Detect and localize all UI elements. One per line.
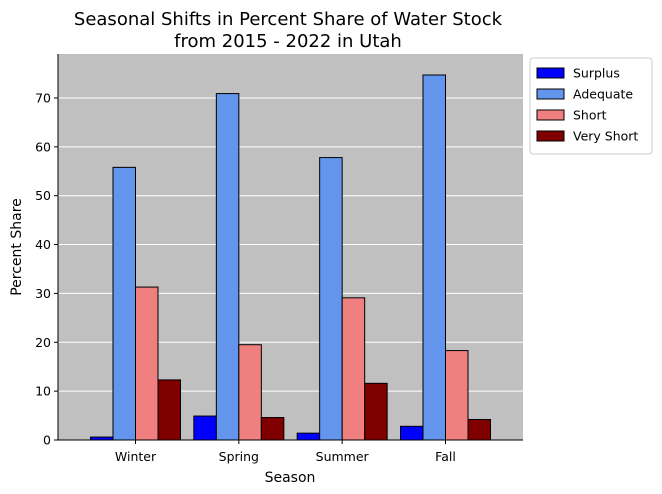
y-tick-label: 60 (35, 139, 51, 154)
y-tick-label: 70 (35, 90, 51, 105)
y-tick-label: 10 (35, 384, 51, 399)
legend-label: Adequate (573, 87, 633, 102)
legend-swatch (536, 67, 565, 79)
bar-adequate-winter (112, 166, 136, 441)
y-tick-label: 20 (35, 335, 51, 350)
y-tick-label: 50 (35, 188, 51, 203)
y-axis-ticks: 0 10 20 30 40 50 60 70 (35, 90, 58, 448)
bar-adequate-fall (422, 74, 446, 441)
legend-label: Surplus (573, 66, 620, 81)
legend-label: Very Short (573, 129, 638, 144)
x-axis-ticks: Winter Spring Summer Fall (115, 440, 456, 464)
bar-adequate-spring (215, 93, 240, 441)
chart-title-line-1: Seasonal Shifts in Percent Share of Wate… (74, 9, 503, 30)
bar-very-short-spring (260, 417, 285, 441)
bars (90, 74, 491, 441)
y-tick-label: 30 (35, 286, 51, 301)
legend: Surplus Adequate Short Very Short (529, 57, 653, 155)
legend-swatch (536, 109, 565, 121)
x-axis-label: Season (265, 470, 316, 486)
bar-very-short-summer (364, 382, 388, 441)
chart-title-line-2: from 2015 - 2022 in Utah (174, 31, 402, 52)
bar-short-spring (238, 344, 262, 441)
x-tick-label: Winter (115, 449, 157, 464)
y-axis-label: Percent Share (9, 198, 25, 296)
x-tick-label: Summer (316, 449, 370, 464)
y-tick-label: 40 (35, 237, 51, 252)
bar-short-winter (135, 286, 159, 441)
y-tick-label: 0 (43, 433, 51, 448)
bar-surplus-fall (400, 425, 424, 441)
legend-box (529, 57, 653, 155)
bar-very-short-fall (467, 418, 491, 441)
legend-swatch (536, 88, 565, 100)
x-tick-label: Spring (219, 449, 259, 464)
bar-short-fall (445, 350, 469, 441)
bar-surplus-spring (193, 415, 217, 441)
legend-label: Short (573, 108, 607, 123)
bar-surplus-summer (296, 432, 321, 441)
legend-swatch (536, 130, 565, 142)
bar-short-summer (341, 297, 366, 441)
bar-adequate-summer (319, 157, 343, 441)
bar-very-short-winter (157, 379, 181, 441)
x-tick-label: Fall (435, 449, 456, 464)
